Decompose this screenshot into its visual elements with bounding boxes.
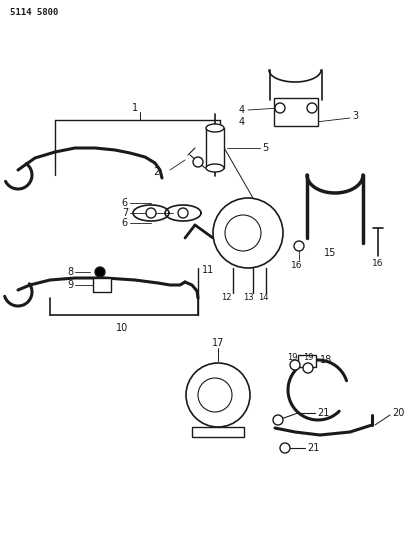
Text: 6: 6 — [122, 198, 128, 208]
Ellipse shape — [206, 164, 224, 172]
Text: 14: 14 — [258, 294, 268, 303]
Circle shape — [280, 443, 290, 453]
Circle shape — [193, 157, 203, 167]
Text: 9: 9 — [67, 280, 73, 290]
Ellipse shape — [206, 124, 224, 132]
Text: 18: 18 — [320, 355, 332, 365]
Circle shape — [275, 103, 285, 113]
Text: 3: 3 — [352, 111, 358, 121]
Text: 16: 16 — [291, 262, 303, 271]
Text: 13: 13 — [243, 294, 253, 303]
Text: 8: 8 — [67, 267, 73, 277]
Circle shape — [294, 241, 304, 251]
Circle shape — [290, 360, 300, 370]
Text: 17: 17 — [212, 338, 224, 348]
Text: 10: 10 — [116, 323, 128, 333]
Circle shape — [178, 208, 188, 218]
Text: 20: 20 — [392, 408, 404, 418]
Text: 4: 4 — [239, 105, 245, 115]
Text: 11: 11 — [202, 265, 214, 275]
Text: 15: 15 — [324, 248, 336, 258]
Bar — [192, 427, 244, 437]
Text: 5114 5800: 5114 5800 — [10, 8, 58, 17]
Text: 6: 6 — [122, 218, 128, 228]
Circle shape — [186, 363, 250, 427]
Circle shape — [146, 208, 156, 218]
Bar — [274, 98, 318, 126]
Circle shape — [307, 103, 317, 113]
Bar — [93, 278, 111, 292]
Text: 21: 21 — [307, 443, 319, 453]
Text: 12: 12 — [221, 294, 231, 303]
Circle shape — [303, 363, 313, 373]
Text: 19: 19 — [287, 353, 297, 362]
Bar — [298, 355, 316, 367]
Circle shape — [273, 415, 283, 425]
Circle shape — [198, 378, 232, 412]
Text: 1: 1 — [132, 103, 138, 113]
Text: 4: 4 — [239, 117, 245, 127]
Bar — [206, 128, 224, 168]
Text: 21: 21 — [317, 408, 329, 418]
Circle shape — [95, 267, 105, 277]
Text: 19: 19 — [303, 353, 313, 362]
Circle shape — [213, 198, 283, 268]
Text: 2: 2 — [154, 167, 160, 177]
Text: 16: 16 — [372, 259, 384, 268]
Text: 7: 7 — [122, 208, 128, 218]
Text: 5: 5 — [262, 143, 268, 153]
Circle shape — [225, 215, 261, 251]
